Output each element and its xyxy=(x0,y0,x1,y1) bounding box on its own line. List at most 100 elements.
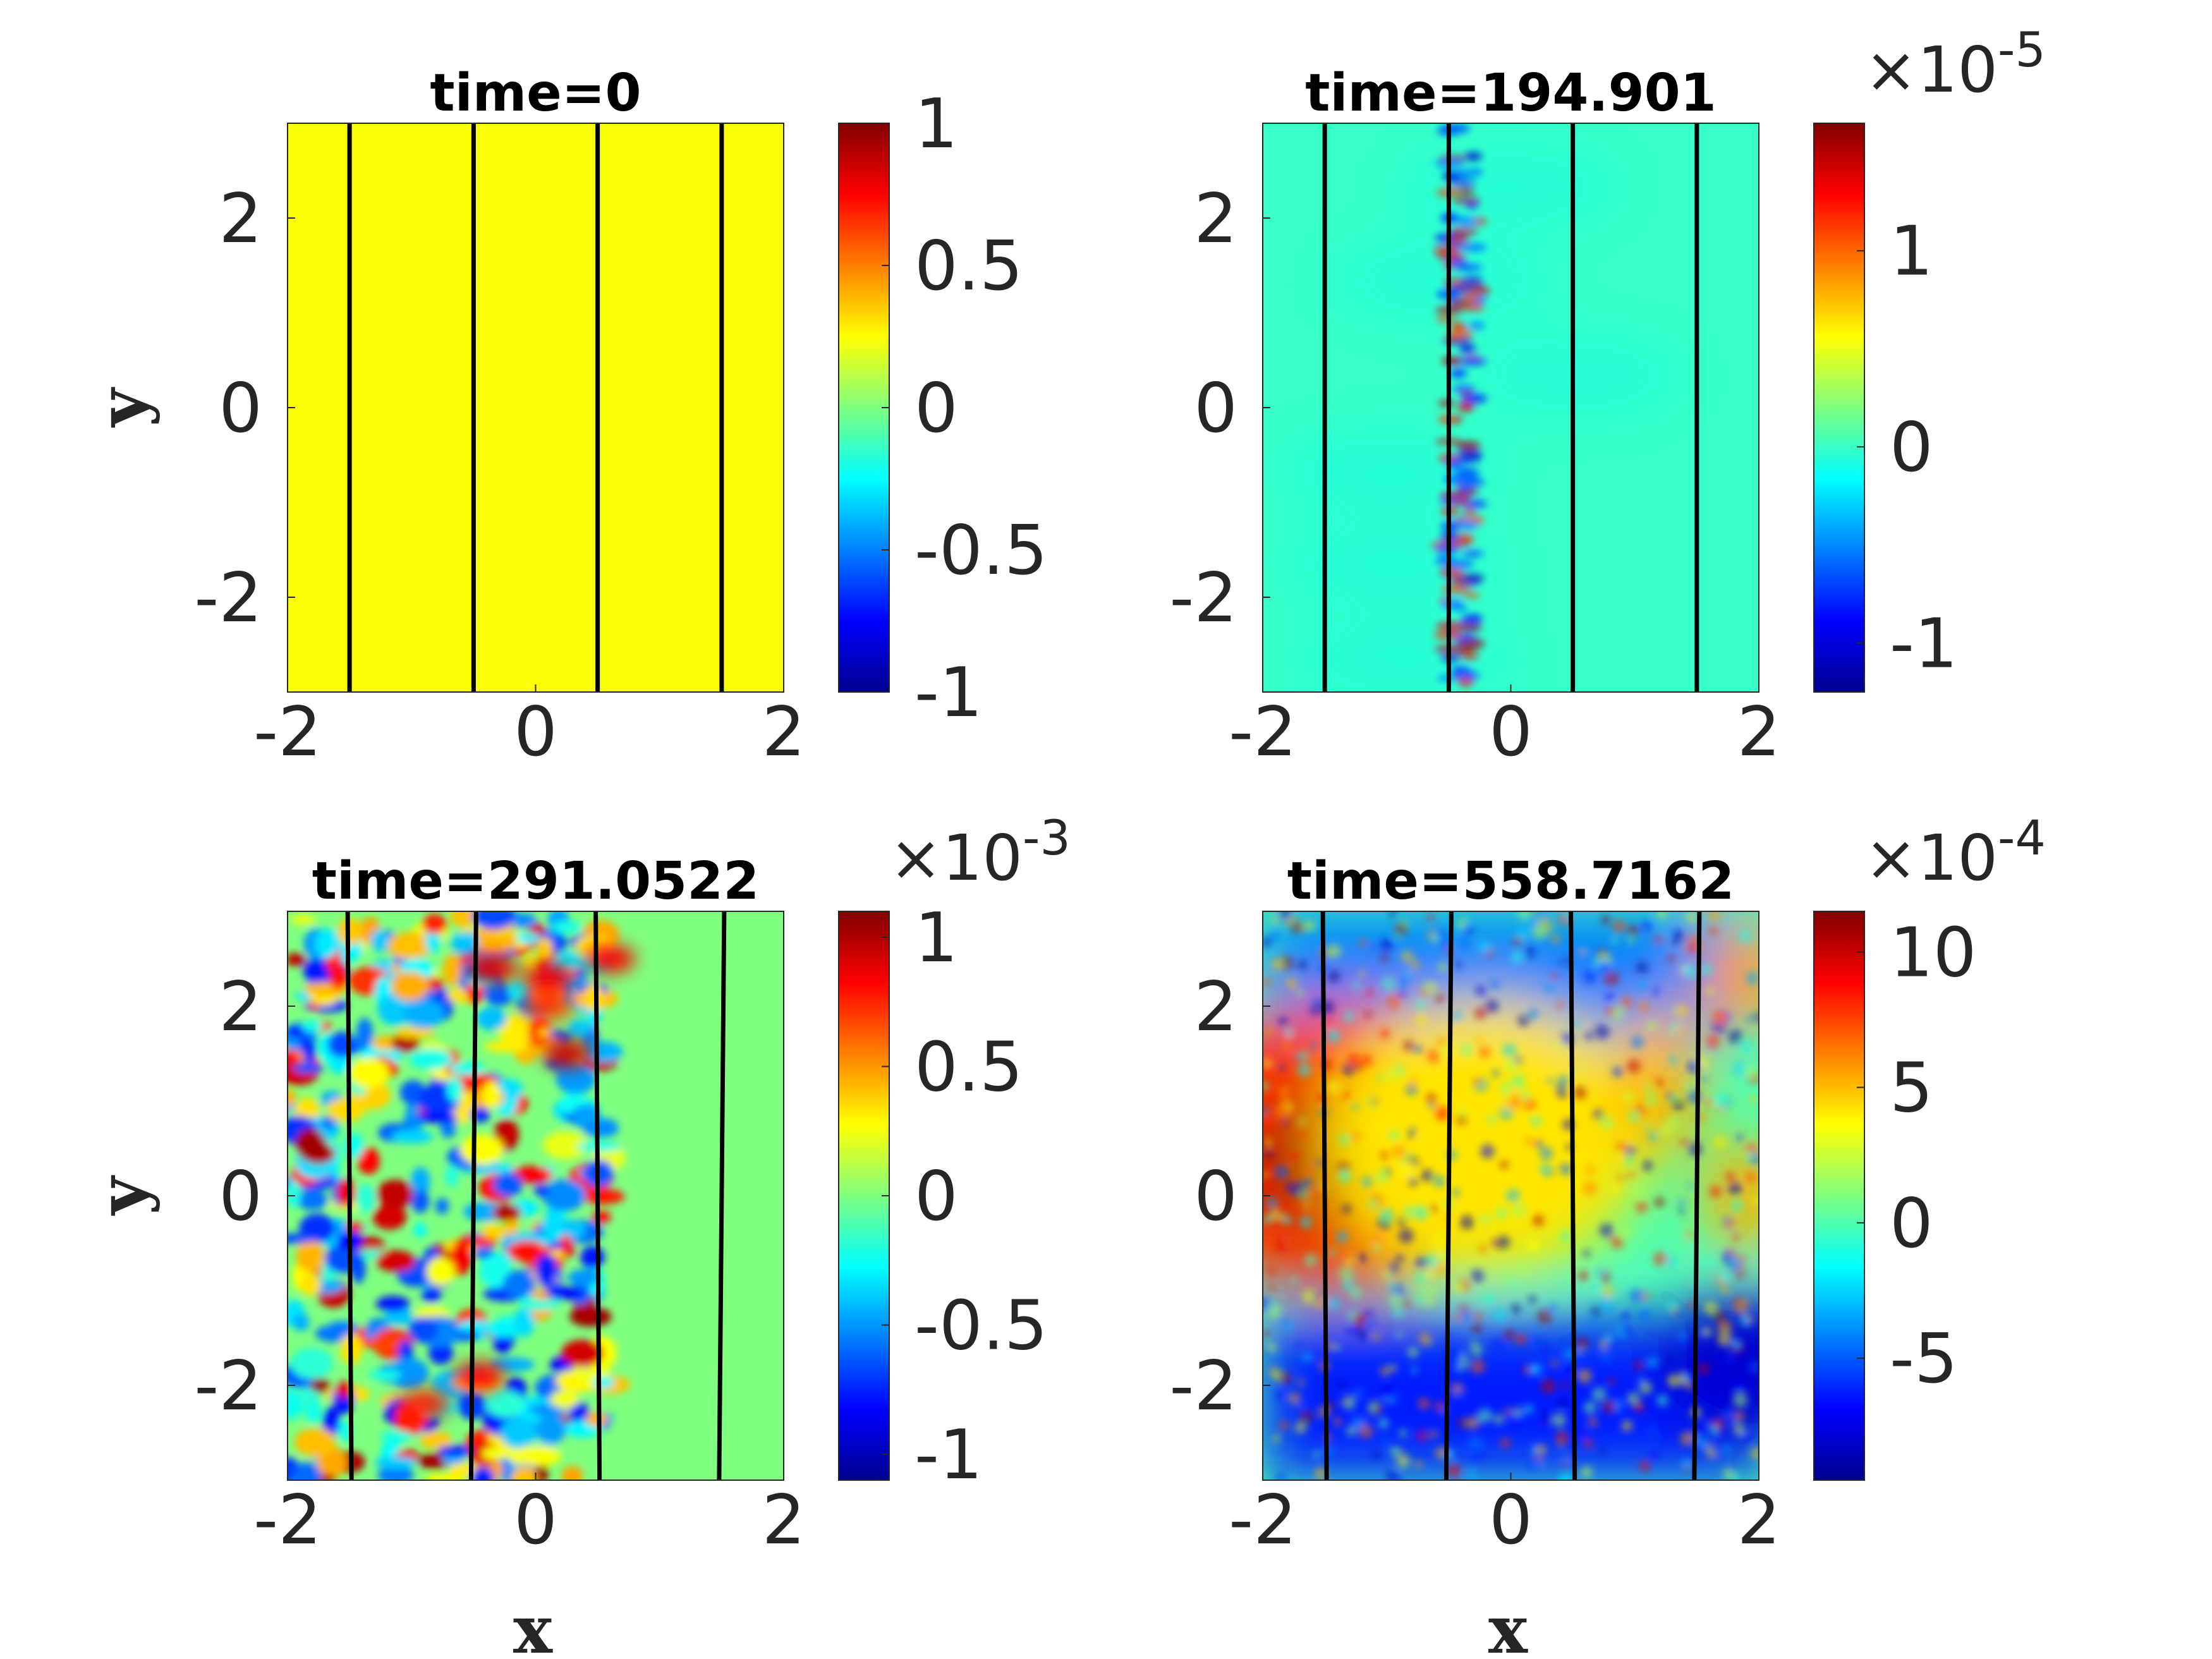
patch xyxy=(376,1296,410,1312)
noise-dot xyxy=(1404,1284,1411,1291)
patch xyxy=(288,1089,296,1107)
noise-dot xyxy=(1294,1053,1301,1060)
noise-dot xyxy=(1746,1016,1753,1023)
noise-dot xyxy=(1447,1463,1461,1478)
noise-dot xyxy=(1703,1301,1718,1316)
noise-dot xyxy=(1374,1405,1383,1414)
noise-dot xyxy=(1372,1333,1380,1341)
colorbar: -1 0 1 ×10-5 xyxy=(1813,21,2046,693)
noise-dot xyxy=(1560,1464,1569,1473)
noise-dot xyxy=(1328,1248,1335,1256)
noise-dot xyxy=(1522,1365,1532,1375)
patch xyxy=(288,1389,305,1420)
noise-dot xyxy=(1451,1188,1460,1197)
noise-dot xyxy=(1654,1078,1663,1087)
colorbar-tick-label: 0 xyxy=(1890,1184,1933,1263)
patch xyxy=(485,1390,525,1418)
noise-dot xyxy=(1338,1170,1351,1183)
noise-dot xyxy=(1492,1069,1500,1078)
noise-dot xyxy=(1453,1283,1462,1293)
noise-dot xyxy=(1414,1461,1423,1469)
noise-dot xyxy=(1715,1277,1724,1285)
noise-dot xyxy=(1672,932,1687,947)
noise-dot xyxy=(1705,1445,1714,1454)
noise-dot xyxy=(1389,911,1397,918)
noise-dot xyxy=(1584,1031,1593,1040)
noise-dot xyxy=(1345,1256,1354,1266)
noise-dot xyxy=(1419,1136,1430,1146)
colorbar-tick-label: -1 xyxy=(1890,604,1958,683)
noise-dot xyxy=(1725,1352,1735,1362)
patch xyxy=(315,928,339,958)
contour-line xyxy=(1692,911,1702,1481)
y-tick-label: -2 xyxy=(194,559,262,638)
patch xyxy=(536,1413,566,1445)
noise-dot xyxy=(1641,921,1653,933)
colorbar: -1 -0.5 0 0.5 1 xyxy=(838,85,1048,732)
patch xyxy=(507,1240,547,1263)
patch xyxy=(374,1456,417,1469)
noise-dot xyxy=(1622,1090,1636,1105)
noise-dot xyxy=(1573,1086,1587,1100)
noise-dot xyxy=(1591,1305,1603,1317)
noise-dot xyxy=(1597,961,1612,975)
fluctuation-blob xyxy=(1451,322,1466,332)
noise-dot xyxy=(1351,1415,1365,1429)
noise-dot xyxy=(1654,1196,1665,1208)
noise-dot xyxy=(1553,1041,1564,1050)
noise-dot xyxy=(1556,1001,1564,1009)
noise-dot xyxy=(1350,1272,1357,1279)
patch xyxy=(580,1246,605,1269)
contour-line xyxy=(593,911,602,1481)
noise-dot xyxy=(1506,1189,1521,1203)
noise-dot xyxy=(1407,1132,1415,1139)
patch xyxy=(568,1401,589,1425)
panel-2: -2 0 2 -2 0 2 time=194.901 -1 0 1 ×10-5 xyxy=(1169,21,2046,772)
noise-dot xyxy=(1428,1102,1435,1110)
noise-dot xyxy=(1731,1232,1740,1241)
noise-dot xyxy=(1686,912,1697,923)
noise-dot xyxy=(1365,989,1373,997)
noise-dot xyxy=(1471,1323,1482,1334)
noise-dot xyxy=(1402,1205,1416,1218)
noise-dot xyxy=(1478,1245,1487,1253)
noise-dot xyxy=(1361,1176,1373,1188)
noise-dot xyxy=(1523,1097,1536,1111)
noise-dot xyxy=(1511,1074,1526,1089)
noise-dot xyxy=(1459,1356,1470,1367)
noise-dot xyxy=(1429,1430,1438,1438)
fluctuation-blob xyxy=(1447,236,1469,245)
noise-dot xyxy=(1415,1013,1428,1025)
noise-dot xyxy=(1263,936,1273,947)
noise-dot xyxy=(1272,1236,1288,1251)
colorbar-tick-label: 0.5 xyxy=(915,227,1023,306)
colorbar-exponent-power: -3 xyxy=(1023,810,1071,866)
noise-dot xyxy=(1728,1030,1743,1045)
x-tick-label: 2 xyxy=(1737,693,1781,772)
noise-dot xyxy=(1532,1214,1545,1227)
noise-dot xyxy=(1265,1149,1273,1157)
noise-dot xyxy=(1380,1366,1390,1376)
patch xyxy=(533,1184,550,1197)
noise-dot xyxy=(1576,1428,1588,1440)
noise-dot xyxy=(1500,1081,1512,1094)
noise-dot xyxy=(1562,957,1571,966)
patch xyxy=(372,1204,407,1230)
contour-line xyxy=(1320,911,1329,1481)
colorbar-tick-label: 0 xyxy=(1890,408,1933,487)
patch xyxy=(411,1189,430,1213)
noise-dot xyxy=(1554,959,1562,968)
noise-dot xyxy=(1680,1431,1695,1446)
noise-dot xyxy=(1302,1352,1311,1362)
patch xyxy=(582,983,604,1012)
y-axis-label: y xyxy=(83,1175,161,1216)
colorbar-tick-label: 10 xyxy=(1890,913,1976,992)
noise-dot xyxy=(1289,1183,1303,1197)
noise-dot xyxy=(1677,1209,1684,1216)
patch xyxy=(426,1257,455,1286)
noise-dot xyxy=(1583,1401,1597,1414)
region-warm-edge xyxy=(1702,1139,1759,1253)
colorbar-tick-label: -1 xyxy=(915,653,983,732)
noise-dot xyxy=(1457,1417,1469,1428)
noise-dot xyxy=(1413,1272,1429,1287)
